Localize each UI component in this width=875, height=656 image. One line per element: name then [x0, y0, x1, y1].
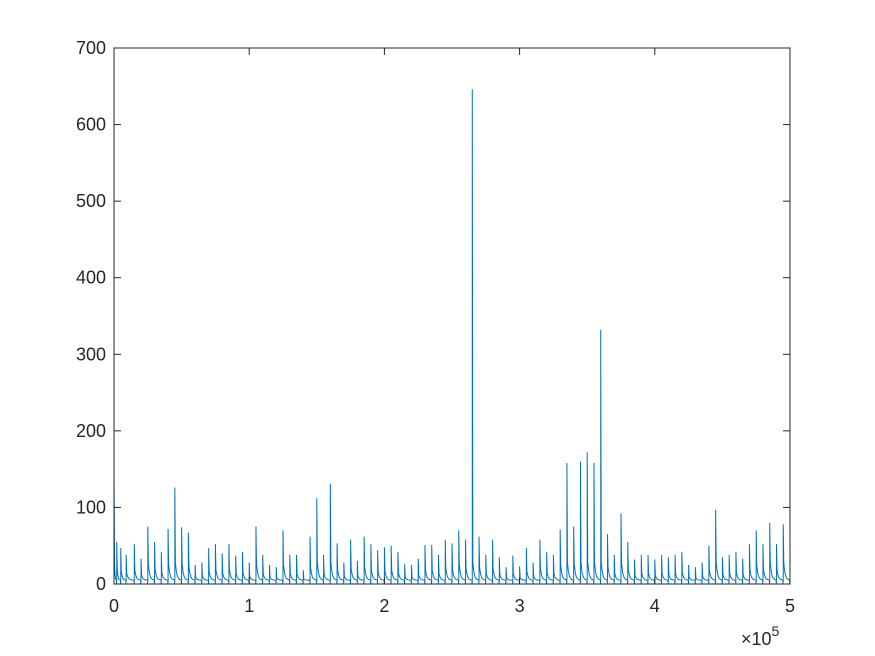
y-tick-label: 700 — [76, 38, 106, 58]
y-tick-label: 600 — [76, 115, 106, 135]
x-tick-label: 5 — [785, 596, 795, 616]
y-tick-label: 400 — [76, 268, 106, 288]
y-tick-label: 300 — [76, 344, 106, 364]
x-tick-label: 0 — [109, 596, 119, 616]
y-tick-label: 500 — [76, 191, 106, 211]
x-exponent-label: ×105 — [741, 623, 780, 649]
plot-area — [114, 48, 790, 584]
x-tick-label: 4 — [650, 596, 660, 616]
y-tick-label: 100 — [76, 497, 106, 517]
x-tick-label: 3 — [515, 596, 525, 616]
x-tick-label: 2 — [379, 596, 389, 616]
y-tick-label: 200 — [76, 421, 106, 441]
y-tick-label: 0 — [96, 574, 106, 594]
x-tick-label: 1 — [244, 596, 254, 616]
